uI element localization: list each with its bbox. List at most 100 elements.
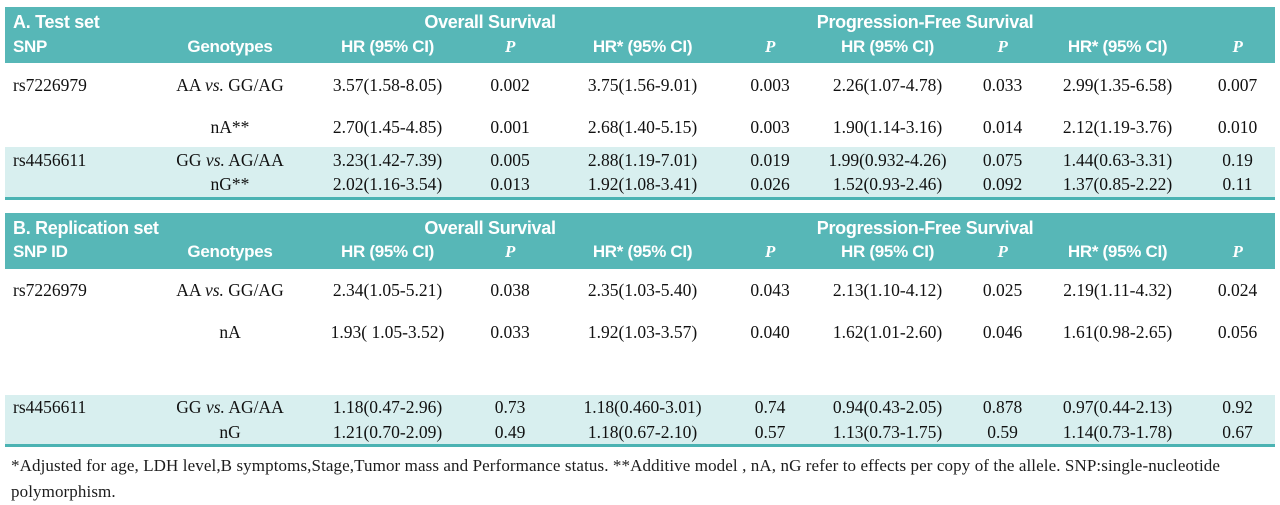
overall-survival-header: Overall Survival: [305, 212, 806, 240]
pfs-hr-adj-cell: 2.99(1.35-6.58): [1062, 74, 1173, 95]
genotype-allele: AA: [176, 74, 201, 95]
os-hr-adj-cell: 1.18(0.460-3.01): [550, 394, 736, 421]
os-hr-cell: 3.57(1.58-8.05): [332, 74, 443, 95]
pfs-p-cell: 0.046: [982, 322, 1023, 342]
pfs-hr-adj-cell: 2.12(1.19-3.76): [1062, 116, 1173, 137]
pfs-p-cell: 0.878: [970, 394, 1036, 421]
os-p-adj-cell: 0.043: [750, 280, 790, 300]
pfs-p-cell: 0.014: [982, 116, 1023, 137]
col-header-pfs-p-adj: P: [1200, 34, 1276, 63]
section-b-title: B. Replication set: [5, 212, 306, 240]
os-hr-adj-cell: 1.18(0.67-2.10): [550, 420, 736, 447]
col-header-genotypes: Genotypes: [155, 239, 306, 269]
col-header-pfs-hr-adj: HR* (95% CI): [1035, 239, 1201, 269]
os-p-cell: 0.002: [490, 74, 530, 95]
os-hr-adj-cell: 1.92(1.03-3.57): [587, 322, 698, 342]
pfs-hr-cell: 1.52(0.93-2.46): [805, 173, 971, 200]
genotype-cell: nG**: [155, 173, 305, 200]
genotype-cell: nA**: [155, 107, 305, 147]
pfs-hr-cell: 2.26(1.07-4.78): [832, 74, 943, 95]
os-p-cell: 0.001: [490, 116, 530, 137]
os-hr-adj-cell: 2.35(1.03-5.40): [587, 280, 698, 300]
replication-set-table: B. Replication set Overall Survival Prog…: [5, 212, 1276, 447]
col-header-os-hr: HR (95% CI): [305, 239, 471, 269]
genotype-cell: nG: [155, 420, 306, 447]
snp-cell: rs4456611: [5, 147, 155, 173]
pfs-hr-adj-cell: 2.19(1.11-4.32): [1063, 280, 1172, 300]
genotype-allele: GG: [176, 397, 202, 417]
col-header-os-p: P: [470, 34, 550, 63]
os-hr-adj-cell: 1.92(1.08-3.41): [550, 173, 735, 200]
snp-cell: [5, 173, 155, 200]
snp-cell: rs7226979: [13, 280, 87, 300]
col-header-pfs-hr-adj: HR* (95% CI): [1035, 34, 1201, 63]
pfs-p-cell: 0.033: [982, 74, 1023, 95]
pfs-hr-cell: 1.62(1.01-2.60): [832, 322, 943, 342]
col-header-os-p-adj: P: [735, 34, 806, 63]
genotype-cell: GG vs. AG/AA: [155, 394, 306, 421]
os-hr-cell: 1.93( 1.05-3.52): [330, 322, 445, 342]
footnote-line-2: polymorphism.: [11, 481, 116, 501]
pfs-p-cell: 0.025: [982, 280, 1023, 300]
os-p-cell: 0.005: [470, 147, 550, 173]
os-hr-adj-cell: 2.88(1.19-7.01): [550, 147, 735, 173]
os-hr-adj-cell: 2.68(1.40-5.15): [587, 116, 698, 137]
pfs-hr-cell: 0.94(0.43-2.05): [805, 394, 971, 421]
progression-free-survival-header: Progression-Free Survival: [805, 212, 1276, 240]
pfs-hr-adj-cell: 1.44(0.63-3.31): [1035, 147, 1201, 173]
os-p-adj-cell: 0.026: [735, 173, 806, 200]
os-p-cell: 0.033: [490, 322, 530, 342]
genotype-cell: GG vs. AG/AA: [155, 147, 305, 173]
os-p-cell: 0.49: [470, 420, 551, 447]
os-hr-cell: 1.18(0.47-2.96): [305, 394, 471, 421]
os-p-adj-cell: 0.040: [750, 322, 790, 342]
table-row: rs7226979 AA vs. GG/AG 3.57(1.58-8.05) 0…: [5, 63, 1275, 107]
snp-cell: rs7226979: [13, 74, 87, 95]
os-hr-cell: 2.02(1.16-3.54): [305, 173, 470, 200]
vs-label: vs.: [204, 280, 224, 300]
col-header-os-p-adj: P: [735, 239, 806, 269]
table-row: rs7226979 AA vs. GG/AG 2.34(1.05-5.21) 0…: [5, 269, 1275, 313]
genotype-allele: nG**: [210, 174, 250, 195]
col-header-pfs-p-adj: P: [1200, 239, 1276, 269]
pfs-hr-adj-cell: 1.14(0.73-1.78): [1035, 420, 1201, 447]
col-header-genotypes: Genotypes: [155, 34, 305, 63]
pfs-p-adj-cell: 0.024: [1217, 280, 1258, 300]
col-header-snp: SNP: [5, 34, 155, 63]
column-header-row: SNP Genotypes HR (95% CI) P HR* (95% CI)…: [5, 34, 1276, 63]
spacer-row: [5, 352, 1276, 395]
snp-cell: [5, 420, 155, 447]
pfs-p-cell: 0.092: [970, 173, 1036, 200]
os-p-adj-cell: 0.57: [735, 420, 806, 447]
table-row: nA** 2.70(1.45-4.85) 0.001 2.68(1.40-5.1…: [5, 107, 1275, 147]
table-row: nG** 2.02(1.16-3.54) 0.013 1.92(1.08-3.4…: [5, 173, 1276, 200]
pfs-p-adj-cell: 0.010: [1217, 116, 1258, 137]
pfs-p-adj-cell: 0.056: [1217, 322, 1258, 342]
genotype-cell: AA vs. GG/AG: [155, 63, 305, 107]
genotype-ref: GG/AG: [228, 280, 284, 300]
vs-label: vs.: [205, 397, 225, 417]
genotype-cell: AA vs. GG/AG: [155, 269, 305, 313]
genotype-allele: nG: [219, 421, 241, 442]
column-header-row: SNP ID Genotypes HR (95% CI) P HR* (95% …: [5, 239, 1276, 269]
pfs-p-adj-cell: 0.19: [1200, 147, 1276, 173]
genotype-cell: nA: [155, 313, 305, 353]
col-header-pfs-hr: HR (95% CI): [805, 239, 971, 269]
col-header-pfs-hr: HR (95% CI): [805, 34, 971, 63]
pfs-hr-adj-cell: 1.37(0.85-2.22): [1035, 173, 1201, 200]
overall-survival-header: Overall Survival: [305, 7, 806, 34]
pfs-p-cell: 0.075: [970, 147, 1036, 173]
footnote: *Adjusted for age, LDH level,B symptoms,…: [5, 447, 1275, 504]
os-p-cell: 0.038: [490, 280, 530, 300]
section-a-title: A. Test set: [5, 7, 305, 34]
genotype-allele: GG: [176, 149, 202, 170]
pfs-hr-cell: 1.99(0.932-4.26): [805, 147, 971, 173]
group-header-row: B. Replication set Overall Survival Prog…: [5, 212, 1276, 240]
os-p-cell: 0.013: [470, 173, 550, 200]
table-row: rs4456611 GG vs. AG/AA 3.23(1.42-7.39) 0…: [5, 147, 1276, 173]
os-hr-cell: 3.23(1.42-7.39): [305, 147, 470, 173]
pfs-hr-cell: 1.13(0.73-1.75): [805, 420, 971, 447]
snp-cell: [5, 313, 155, 353]
pfs-p-adj-cell: 0.11: [1200, 173, 1276, 200]
